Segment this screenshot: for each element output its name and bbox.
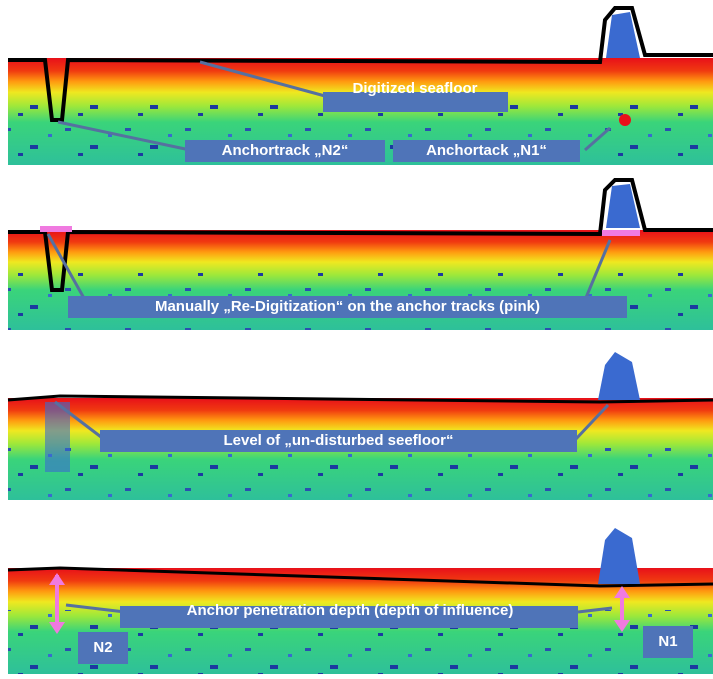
page: {"panels":[ {"labels":["Digitized seaflo… bbox=[0, 0, 713, 679]
label: Anchor penetration depth (depth of influ… bbox=[150, 600, 550, 622]
label: Anchortack „N1“ bbox=[393, 140, 580, 162]
label: N1 bbox=[643, 631, 693, 653]
label: Digitized seafloor bbox=[340, 78, 490, 100]
label: Anchortrack „N2“ bbox=[185, 140, 385, 162]
label: Level of „un-disturbed seefloor“ bbox=[100, 430, 577, 452]
panel-3 bbox=[8, 352, 713, 500]
label: Manually „Re-Digitization“ on the anchor… bbox=[68, 296, 627, 318]
label: N2 bbox=[78, 637, 128, 659]
